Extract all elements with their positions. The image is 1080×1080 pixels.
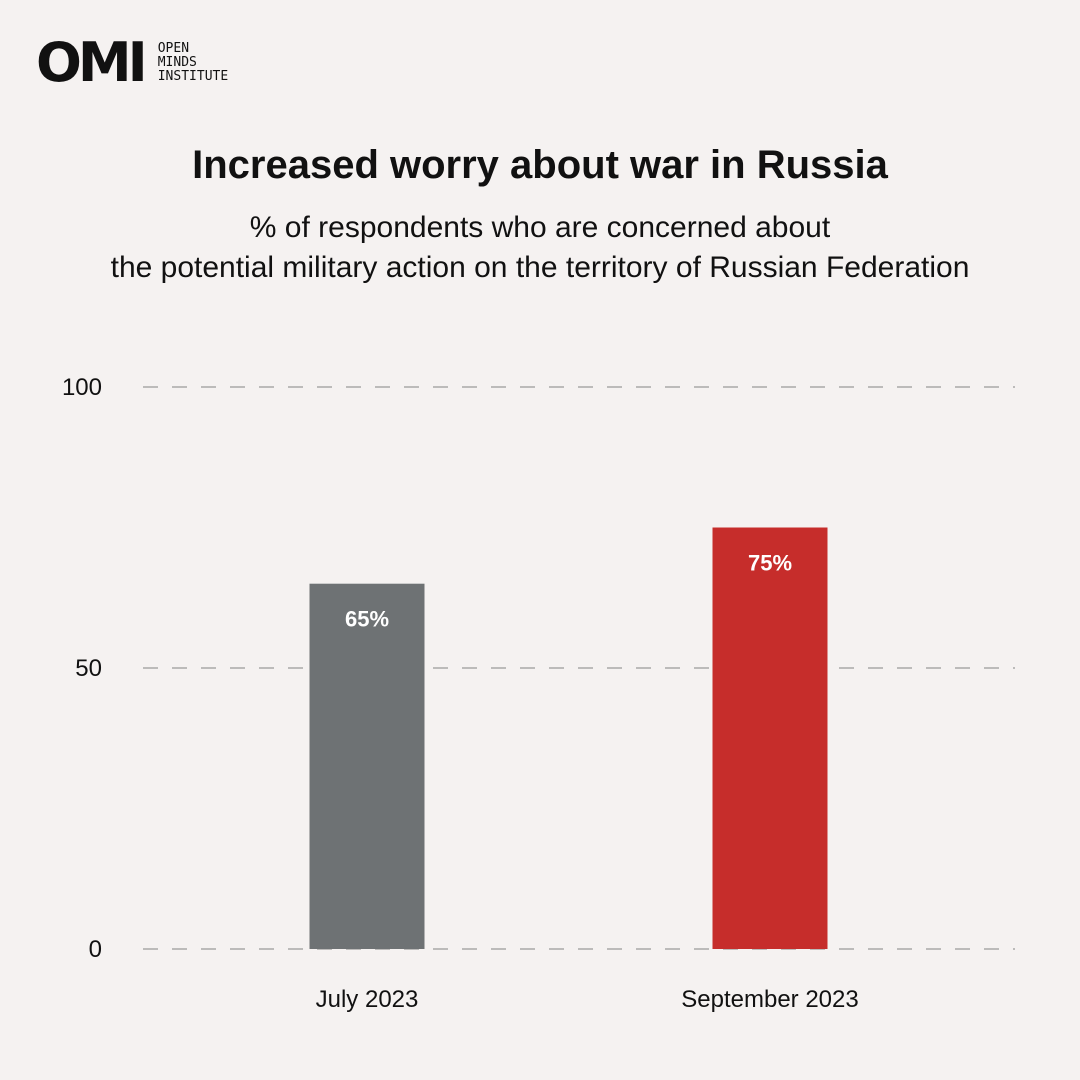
chart-title: Increased worry about war in Russia: [192, 143, 888, 187]
bar-1: [712, 527, 828, 949]
logo-mark: OMI: [36, 31, 148, 94]
logo-wordmark: OPEN MINDS INSTITUTE: [158, 42, 228, 84]
logo-line-3: INSTITUTE: [157, 69, 229, 84]
y-axis-ticks: 0 50 100: [62, 374, 102, 963]
gridlines: [143, 386, 1015, 950]
x-tick-label-1: September 2023: [681, 986, 858, 1013]
y-tick-label-50: 50: [75, 655, 102, 682]
x-axis-labels: July 2023 September 2023: [316, 986, 859, 1013]
subtitle-line-2: the potential military action on the ter…: [110, 251, 970, 284]
logo-line-1: OPEN: [157, 41, 190, 56]
logo: OMI OPEN MINDS INSTITUTE: [36, 36, 228, 90]
bar-0: [309, 583, 425, 949]
bars: [309, 527, 828, 949]
y-tick-label-100: 100: [62, 374, 102, 401]
x-tick-label-0: July 2023: [316, 986, 419, 1013]
subtitle-line-1: % of respondents who are concerned about: [249, 211, 831, 244]
data-label-1: 75%: [748, 551, 792, 576]
data-label-0: 65%: [345, 607, 389, 632]
chart-subtitle: % of respondents who are concerned about…: [0, 208, 1080, 288]
logo-line-2: MINDS: [157, 55, 197, 70]
y-tick-label-0: 0: [89, 936, 102, 963]
data-labels: 65% 75%: [345, 551, 792, 632]
